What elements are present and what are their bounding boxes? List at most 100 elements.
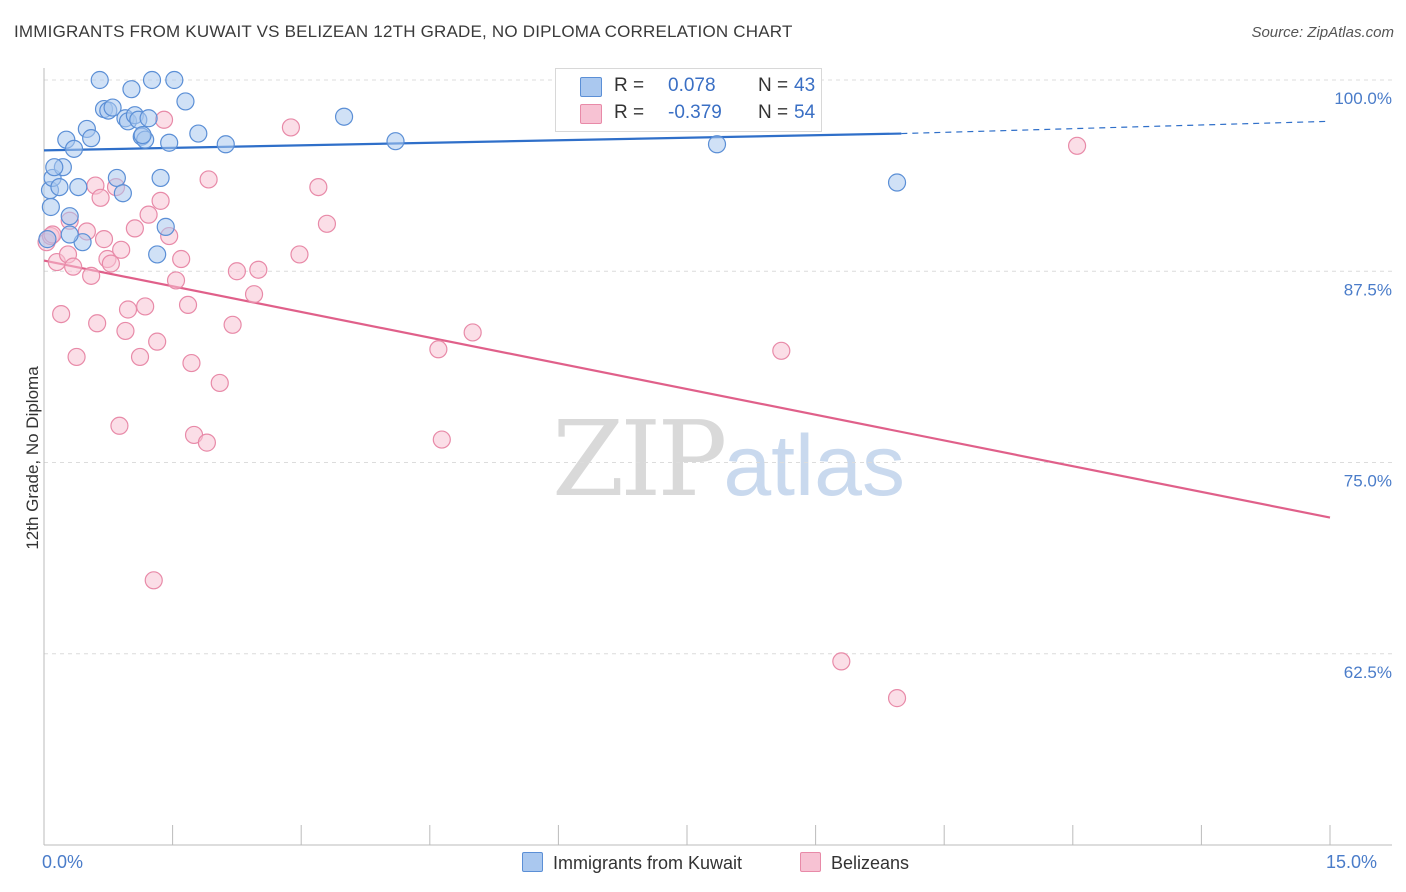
point-kuwait [216,135,235,154]
point-kuwait [165,70,184,90]
point-belizeans [249,260,268,279]
point-kuwait [189,124,208,143]
point-belizeans [151,191,170,210]
point-belizeans [110,416,129,435]
watermark-zip: ZIP [552,398,727,520]
point-kuwait [156,217,175,236]
point-belizeans [118,300,138,319]
point-belizeans [772,341,791,360]
stats-legend: R = 0.078 N = 43 R = -0.379 N = 54 [555,68,822,132]
point-belizeans [178,295,198,315]
point-belizeans [281,118,301,137]
data-points [37,70,1087,708]
point-belizeans [309,178,328,197]
point-belizeans [227,262,246,281]
point-belizeans [101,254,120,273]
point-belizeans [172,249,191,269]
point-kuwait [142,70,162,90]
point-kuwait [90,70,109,90]
point-belizeans [182,353,201,373]
point-belizeans [148,332,167,351]
point-belizeans [317,214,337,233]
point-kuwait [160,133,179,152]
point-belizeans [223,315,242,334]
point-kuwait [133,125,152,145]
point-kuwait [707,135,727,154]
legend-n-label: N = [758,102,789,123]
y-axis-label: 12th Grade, No Diploma [23,366,42,550]
axes [43,68,1392,846]
point-kuwait [148,245,167,264]
point-belizeans [91,188,110,207]
legend-r-value: 0.078 [668,75,716,96]
point-kuwait [122,80,141,99]
y-tick-label: 87.5% [1344,280,1392,299]
watermark-atlas: atlas [723,418,905,514]
point-belizeans [463,323,482,342]
y-tick-labels: 62.5% 75.0% 87.5% 100.0% [1334,89,1392,682]
point-belizeans [52,304,71,324]
point-belizeans [136,297,155,316]
point-belizeans [887,689,907,708]
point-belizeans [432,430,451,449]
point-kuwait [139,109,158,128]
point-kuwait [334,107,354,126]
point-belizeans [67,347,86,367]
point-belizeans [1067,136,1087,155]
x-tick-label-min: 0.0% [42,852,84,872]
bottom-legend-kuwait: Immigrants from Kuwait [522,852,742,874]
point-belizeans [116,321,135,341]
point-kuwait [41,197,60,217]
point-belizeans [139,205,158,224]
point-belizeans [112,240,131,259]
point-belizeans [88,314,107,333]
chart-title: IMMIGRANTS FROM KUWAIT VS BELIZEAN 12TH … [14,22,793,41]
legend-swatch-pink [580,104,602,124]
legend-n-value: 43 [794,75,816,96]
legend-n-label: N = [758,75,789,96]
point-belizeans [166,271,186,290]
point-belizeans [244,285,264,304]
legend-swatch-blue [580,77,602,97]
point-belizeans [94,230,114,249]
point-kuwait [64,139,84,158]
point-belizeans [290,245,309,264]
y-tick-label: 100.0% [1334,89,1392,108]
legend-swatch-pink [800,852,821,872]
point-kuwait [107,168,126,188]
bottom-legend-belizeans: Belizeans [800,852,909,874]
point-belizeans [64,257,83,276]
legend-swatch-blue [522,852,543,872]
trend-lines [43,120,1331,519]
source-credit: Source: ZipAtlas.com [1251,24,1394,41]
watermark: ZIPatlas [552,398,905,520]
legend-series-label: Belizeans [831,853,910,873]
trend-line-kuwait-extension [901,120,1331,135]
point-kuwait [887,173,907,192]
point-belizeans [197,433,216,452]
legend-r-label: R = [614,75,645,96]
grid-lines [44,79,1392,655]
legend-n-value: 54 [794,102,816,123]
legend-r-value: -0.379 [668,102,722,123]
point-kuwait [113,184,132,203]
point-kuwait [60,207,79,226]
point-kuwait [60,225,79,244]
point-belizeans [832,652,851,671]
point-kuwait [38,230,57,249]
y-tick-label: 62.5% [1344,663,1392,682]
point-kuwait [103,98,122,117]
point-belizeans [125,219,144,238]
legend-r-label: R = [614,102,645,123]
point-belizeans [144,571,163,590]
point-kuwait [82,129,101,148]
trend-line-belizeans [43,259,1331,519]
legend-series-label: Immigrants from Kuwait [553,853,743,873]
point-belizeans [210,373,229,393]
y-tick-label: 75.0% [1344,472,1392,491]
point-belizeans [429,340,448,359]
point-belizeans [130,347,150,367]
point-kuwait [69,178,88,197]
point-kuwait [176,92,195,111]
